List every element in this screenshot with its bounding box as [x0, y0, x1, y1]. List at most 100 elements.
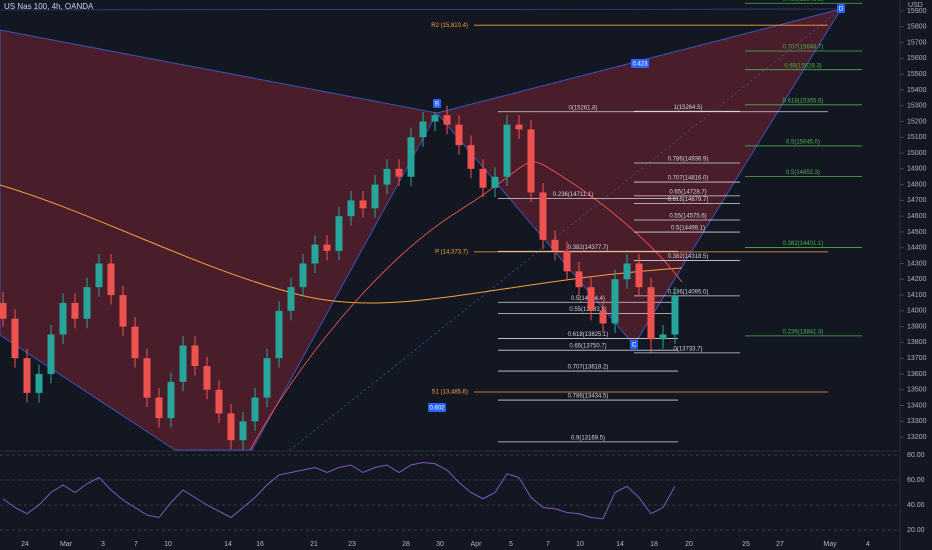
y-tick-label: 15000: [907, 150, 927, 157]
level-label: 0.382(14401.1): [783, 241, 824, 247]
candle-body: [0, 302, 7, 319]
level-label: 0.55(14575.6): [669, 214, 706, 220]
x-tick-label: 7: [546, 541, 550, 548]
y-tick-label: 13800: [907, 339, 927, 346]
x-tick-label: 25: [742, 541, 750, 548]
x-tick-label: Mar: [60, 541, 73, 548]
pattern-point-box: [837, 4, 845, 13]
x-tick-label: Apr: [471, 541, 483, 548]
candle-body: [83, 287, 91, 319]
rsi-tick-label: 80.00: [907, 452, 925, 459]
y-tick-label: 13600: [907, 371, 927, 378]
candle-body: [395, 168, 403, 177]
y-tick-label: 13900: [907, 323, 927, 330]
candle-body: [143, 358, 151, 398]
level-label: 0.618(13825.1): [568, 332, 609, 338]
x-tick-label: 28: [402, 541, 410, 548]
y-tick-label: 14600: [907, 213, 927, 220]
pattern-point: B: [435, 102, 439, 108]
chart-title: US Nas 100, 4h, OANDA: [4, 2, 94, 11]
candle-body: [71, 302, 79, 319]
x-tick-label: 27: [776, 541, 784, 548]
pattern-ratio-box: [428, 403, 446, 412]
level-label: 0.5(14499.1): [671, 226, 705, 232]
pattern-ratio-box: [631, 59, 649, 68]
y-tick-label: 14900: [907, 166, 927, 173]
y-tick-label: 15900: [907, 8, 927, 15]
x-tick-label: 24: [21, 541, 29, 548]
candle-body: [167, 381, 175, 419]
level-label: 0.786(14936.9): [668, 157, 709, 163]
pattern-ratio: 0.423: [632, 62, 648, 68]
candle-body: [647, 287, 655, 340]
level-label: R2 (15,810.4): [431, 23, 468, 29]
candle-body: [35, 373, 43, 393]
y-tick-label: 14500: [907, 229, 927, 236]
y-tick-label: 13200: [907, 434, 927, 441]
candle-body: [119, 295, 127, 327]
ma-50: [249, 161, 683, 451]
y-tick-label: 14200: [907, 276, 927, 283]
level-label: S1 (13,485.6): [432, 390, 468, 396]
level-label: 0.65(14728.7): [669, 189, 706, 195]
candle-body: [23, 358, 31, 393]
candle-body: [407, 137, 415, 177]
candle-body: [359, 200, 367, 209]
x-tick-label: 14: [616, 541, 624, 548]
candle-body: [47, 334, 55, 374]
candle-body: [215, 389, 223, 414]
level-label: 1(15264.5): [673, 105, 702, 111]
candle-body: [323, 244, 331, 251]
x-tick-label: 5: [509, 541, 513, 548]
y-tick-label: 15200: [907, 118, 927, 125]
candle-body: [479, 168, 487, 188]
y-tick-label: 14100: [907, 292, 927, 299]
y-tick-label: 14700: [907, 197, 927, 204]
level-label: 0.236(14711.1): [553, 192, 593, 198]
candle-body: [623, 263, 631, 280]
y-tick-label: 14400: [907, 245, 927, 252]
candle-body: [287, 287, 295, 311]
candle-body: [203, 366, 211, 390]
x-tick-label: 21: [310, 541, 318, 548]
y-tick-label: 15600: [907, 55, 927, 62]
level-label: 0(15261.8): [568, 105, 597, 111]
y-tick-label: 13500: [907, 387, 927, 394]
level-label: 0.9(13169.5): [571, 435, 605, 441]
candle-body: [419, 121, 427, 138]
candle-body: [515, 124, 523, 130]
level-label: 0.236(13841.3): [783, 329, 824, 335]
x-tick-label: 3: [101, 541, 105, 548]
x-tick-label: 4: [866, 541, 870, 548]
pattern-point: D: [839, 7, 844, 13]
candle-body: [299, 263, 307, 288]
candle-body: [191, 345, 199, 367]
y-tick-label: 15700: [907, 39, 927, 46]
x-tick-label: 14: [224, 541, 232, 548]
pattern-line: [0, 8, 842, 11]
level-label: 0.707(15646.7): [783, 45, 824, 51]
candle-body: [611, 279, 619, 324]
pattern-point-box: [630, 340, 638, 349]
candle-body: [371, 184, 379, 209]
level-label: 0.236(14095.0): [668, 289, 709, 295]
currency: USD: [908, 2, 923, 9]
level-label: 0.65(15528.3): [784, 63, 821, 69]
pattern-point-box: [433, 99, 441, 108]
level-label: 0(13733.7): [673, 346, 702, 352]
candle-body: [587, 287, 595, 311]
x-tick-label: 10: [164, 541, 172, 548]
level-label: 0.5(14852.3): [786, 170, 820, 176]
rsi-tick-label: 60.00: [907, 477, 925, 484]
candle-body: [527, 129, 535, 193]
level-label: 0.786(13434.5): [568, 394, 609, 400]
candle-body: [311, 244, 319, 264]
y-tick-label: 14800: [907, 181, 927, 188]
candle-body: [95, 263, 103, 288]
candle-body: [227, 413, 235, 441]
candle-body: [563, 250, 571, 272]
level-label: 0.707(14816.0): [668, 176, 709, 182]
candle-body: [635, 263, 643, 288]
ma-200: [0, 184, 683, 304]
